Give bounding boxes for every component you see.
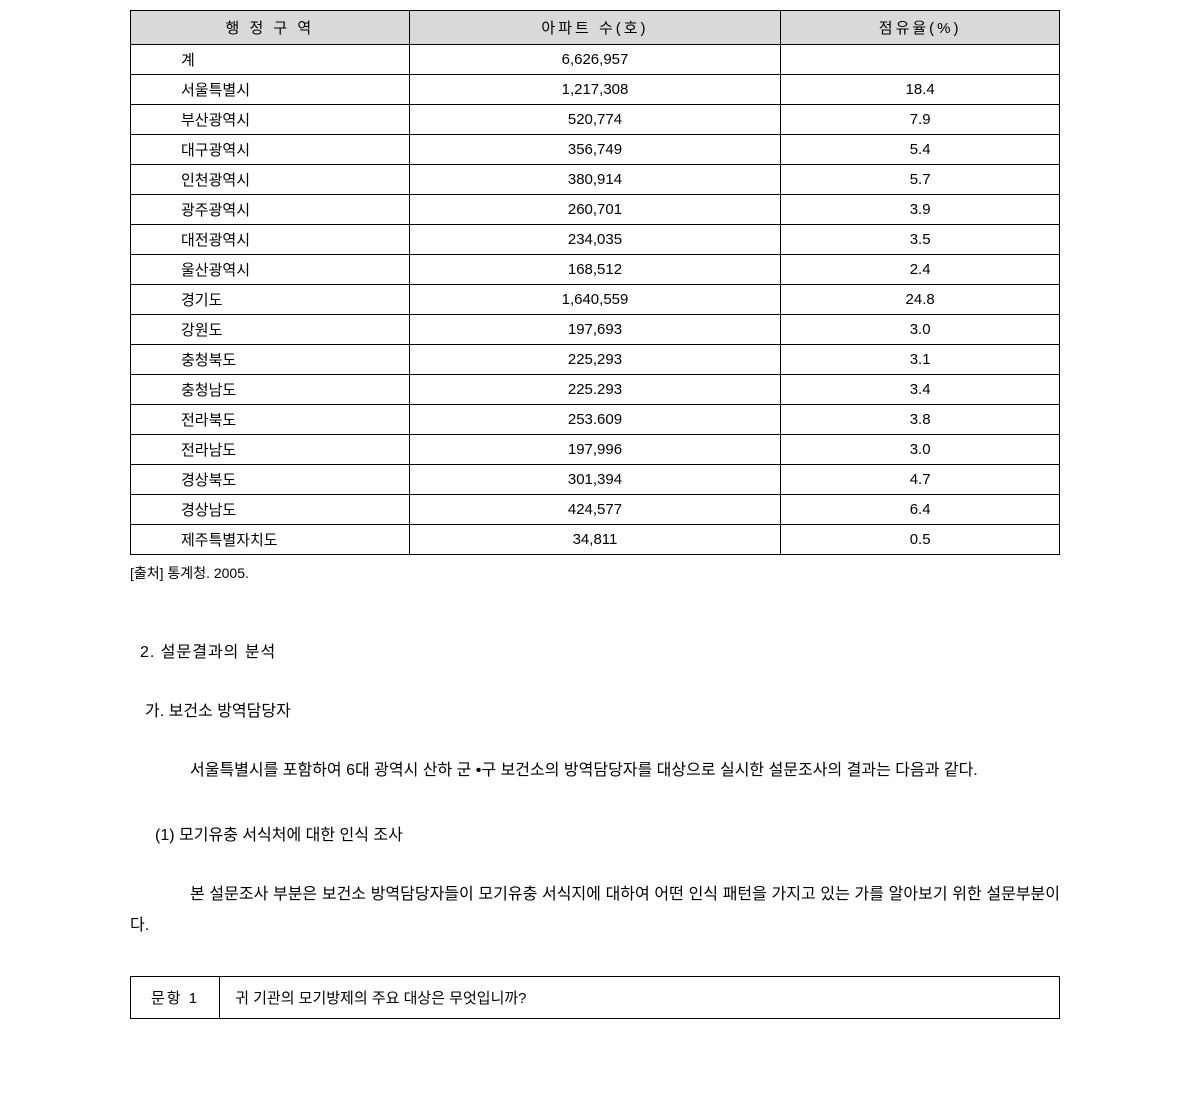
cell-apartments: 424,577 <box>409 495 781 525</box>
cell-region: 대구광역시 <box>131 135 410 165</box>
cell-region: 제주특별자치도 <box>131 525 410 555</box>
table-row: 충청남도225.2933.4 <box>131 375 1060 405</box>
question-text: 귀 기관의 모기방제의 주요 대상은 무엇입니까? <box>220 977 1059 1018</box>
cell-apartments: 356,749 <box>409 135 781 165</box>
cell-apartments: 197,693 <box>409 315 781 345</box>
cell-region: 울산광역시 <box>131 255 410 285</box>
cell-share: 3.9 <box>781 195 1060 225</box>
table-row: 전라남도197,9963.0 <box>131 435 1060 465</box>
cell-region: 광주광역시 <box>131 195 410 225</box>
table-row: 광주광역시260,7013.9 <box>131 195 1060 225</box>
table-row: 서울특별시1,217,30818.4 <box>131 75 1060 105</box>
cell-apartments: 6,626,957 <box>409 45 781 75</box>
cell-share: 18.4 <box>781 75 1060 105</box>
source-citation: [출처] 통계청. 2005. <box>130 563 1060 583</box>
item-1-title: (1) 모기유충 서식처에 대한 인식 조사 <box>155 821 1060 845</box>
cell-region: 인천광역시 <box>131 165 410 195</box>
cell-region: 계 <box>131 45 410 75</box>
cell-share: 4.7 <box>781 465 1060 495</box>
cell-share: 3.1 <box>781 345 1060 375</box>
subsection-a-title: 가. 보건소 방역담당자 <box>145 697 1060 721</box>
table-row: 인천광역시380,9145.7 <box>131 165 1060 195</box>
cell-share <box>781 45 1060 75</box>
table-row: 계6,626,957 <box>131 45 1060 75</box>
cell-apartments: 225,293 <box>409 345 781 375</box>
cell-apartments: 34,811 <box>409 525 781 555</box>
question-label: 문항 1 <box>131 977 220 1018</box>
table-row: 경상남도424,5776.4 <box>131 495 1060 525</box>
cell-share: 0.5 <box>781 525 1060 555</box>
cell-share: 3.8 <box>781 405 1060 435</box>
table-row: 전라북도253.6093.8 <box>131 405 1060 435</box>
cell-share: 2.4 <box>781 255 1060 285</box>
cell-apartments: 225.293 <box>409 375 781 405</box>
apartment-statistics-table: 행 정 구 역 아파트 수(호) 점유율(%) 계6,626,957서울특별시1… <box>130 10 1060 555</box>
cell-region: 경기도 <box>131 285 410 315</box>
cell-region: 전라남도 <box>131 435 410 465</box>
question-box-1: 문항 1 귀 기관의 모기방제의 주요 대상은 무엇입니까? <box>130 976 1060 1019</box>
cell-share: 3.5 <box>781 225 1060 255</box>
cell-region: 전라북도 <box>131 405 410 435</box>
cell-apartments: 1,640,559 <box>409 285 781 315</box>
cell-share: 3.4 <box>781 375 1060 405</box>
cell-apartments: 197,996 <box>409 435 781 465</box>
table-row: 강원도197,6933.0 <box>131 315 1060 345</box>
cell-region: 충청남도 <box>131 375 410 405</box>
cell-region: 충청북도 <box>131 345 410 375</box>
cell-apartments: 260,701 <box>409 195 781 225</box>
cell-share: 5.7 <box>781 165 1060 195</box>
subsection-a-intro: 서울특별시를 포함하여 6대 광역시 산하 군 •구 보건소의 방역담당자를 대… <box>130 756 1060 786</box>
cell-share: 6.4 <box>781 495 1060 525</box>
cell-share: 3.0 <box>781 435 1060 465</box>
cell-apartments: 520,774 <box>409 105 781 135</box>
cell-apartments: 301,394 <box>409 465 781 495</box>
cell-region: 서울특별시 <box>131 75 410 105</box>
header-apartments: 아파트 수(호) <box>409 11 781 45</box>
cell-share: 5.4 <box>781 135 1060 165</box>
cell-share: 3.0 <box>781 315 1060 345</box>
cell-region: 부산광역시 <box>131 105 410 135</box>
table-row: 경기도1,640,55924.8 <box>131 285 1060 315</box>
cell-share: 24.8 <box>781 285 1060 315</box>
cell-region: 경상북도 <box>131 465 410 495</box>
table-header-row: 행 정 구 역 아파트 수(호) 점유율(%) <box>131 11 1060 45</box>
cell-apartments: 168,512 <box>409 255 781 285</box>
table-row: 충청북도225,2933.1 <box>131 345 1060 375</box>
item-1-body: 본 설문조사 부분은 보건소 방역담당자들이 모기유충 서식지에 대하여 어떤 … <box>130 880 1060 941</box>
cell-apartments: 234,035 <box>409 225 781 255</box>
cell-share: 7.9 <box>781 105 1060 135</box>
cell-apartments: 253.609 <box>409 405 781 435</box>
table-row: 울산광역시168,5122.4 <box>131 255 1060 285</box>
header-share: 점유율(%) <box>781 11 1060 45</box>
table-row: 부산광역시520,7747.9 <box>131 105 1060 135</box>
cell-region: 대전광역시 <box>131 225 410 255</box>
section-2-title: 2. 설문결과의 분석 <box>140 638 1060 662</box>
table-row: 대전광역시234,0353.5 <box>131 225 1060 255</box>
cell-apartments: 380,914 <box>409 165 781 195</box>
table-row: 대구광역시356,7495.4 <box>131 135 1060 165</box>
header-region: 행 정 구 역 <box>131 11 410 45</box>
table-row: 제주특별자치도34,8110.5 <box>131 525 1060 555</box>
table-row: 경상북도301,3944.7 <box>131 465 1060 495</box>
cell-region: 경상남도 <box>131 495 410 525</box>
cell-apartments: 1,217,308 <box>409 75 781 105</box>
cell-region: 강원도 <box>131 315 410 345</box>
